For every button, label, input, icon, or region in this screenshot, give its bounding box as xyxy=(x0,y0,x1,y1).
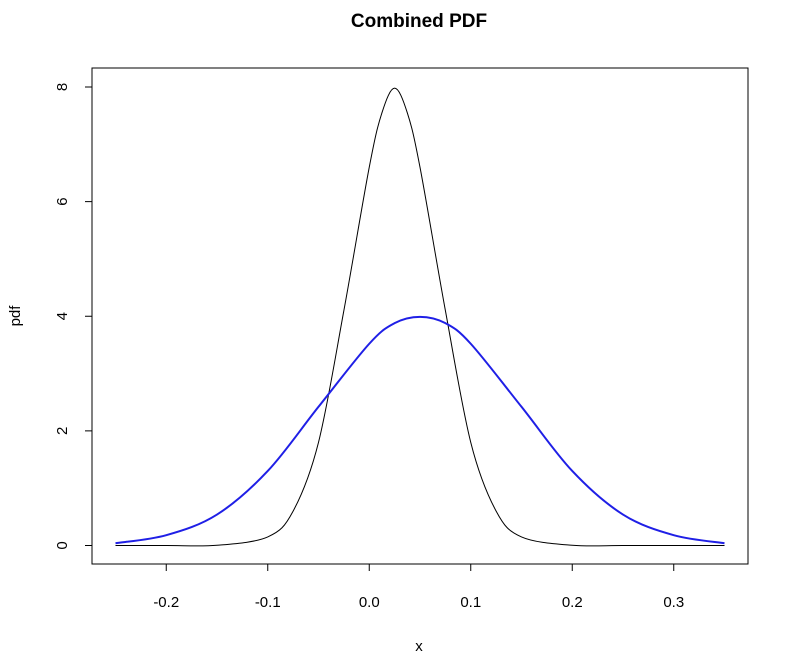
x-tick-label: 0.2 xyxy=(562,594,583,611)
x-axis-label: x xyxy=(415,638,423,655)
y-tick-label: 4 xyxy=(54,312,71,320)
series-layer xyxy=(115,87,725,547)
y-tick-label: 8 xyxy=(54,83,71,91)
y-tick-label: 2 xyxy=(54,427,71,435)
y-axis-label: pdf xyxy=(7,305,24,327)
chart-title: Combined PDF xyxy=(351,11,487,32)
x-axis: -0.2 -0.1 0.0 0.1 0.2 0.3 xyxy=(153,563,684,611)
x-tick-label: -0.2 xyxy=(153,594,179,611)
series-line-1 xyxy=(115,87,725,547)
y-tick-label: 0 xyxy=(54,541,71,549)
y-tick-label: 6 xyxy=(54,197,71,205)
series-line-2 xyxy=(115,315,725,545)
x-tick-label: 0.1 xyxy=(460,594,481,611)
x-tick-label: 0.3 xyxy=(663,594,684,611)
x-tick-label: 0.0 xyxy=(359,594,380,611)
x-tick-label: -0.1 xyxy=(255,594,281,611)
y-axis: 0 2 4 6 8 xyxy=(54,83,93,550)
